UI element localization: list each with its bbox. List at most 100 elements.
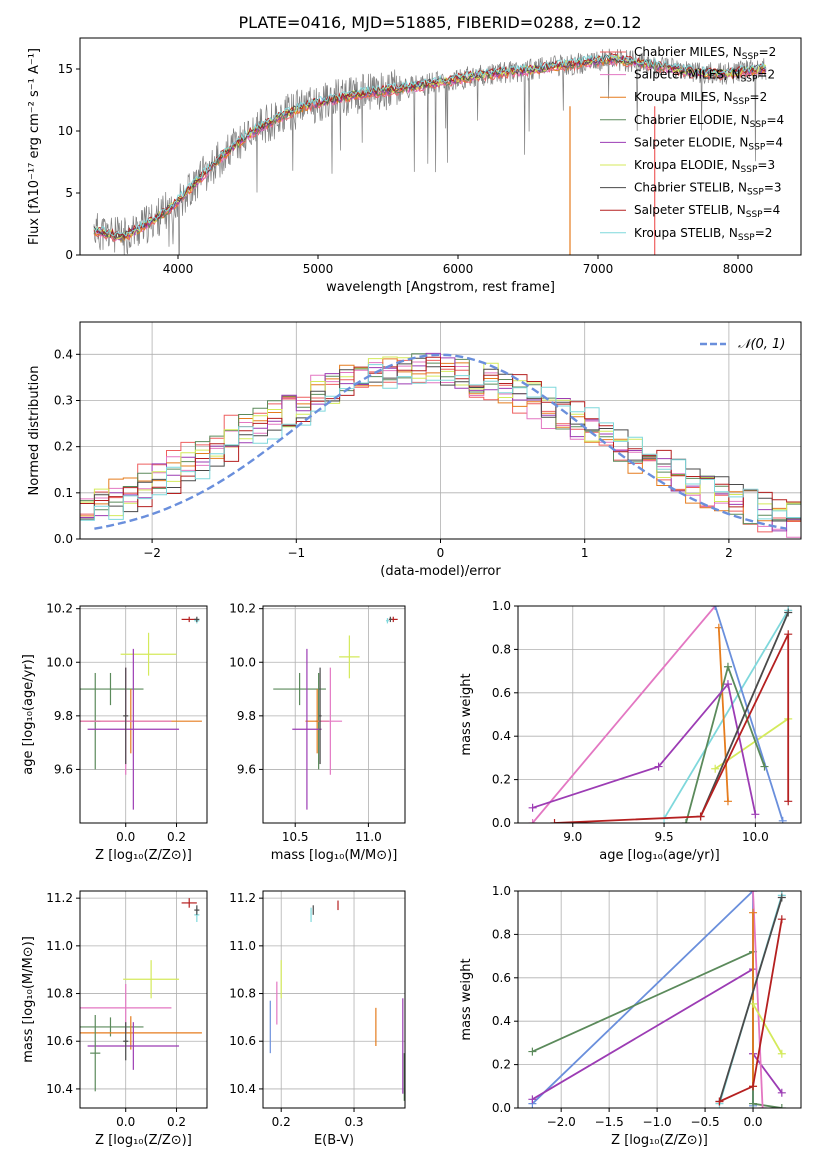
legend-label: Kroupa STELIB, NSSP=2: [634, 226, 772, 243]
panel-mass_weight_vs_Z: [518, 890, 801, 1109]
axes-frame: [79, 890, 208, 1109]
x-tick-label: 0.3: [344, 1115, 363, 1129]
axes-residual_histogram: −2 −1 0 1 2 0.0 0.1 0.2 0.3 0.4 (data-model)/error…: [27, 321, 802, 579]
y-tick-label: 9.8: [54, 709, 73, 723]
plot-area-mass_weight_vs_age: [528, 606, 793, 823]
y-tick-label: 11.0: [46, 939, 73, 953]
plot-area-residual_histogram: [80, 352, 801, 538]
y-tick-label: 10.2: [46, 602, 73, 616]
plot-area-spectrum: [93, 48, 767, 255]
normal-curve: [94, 353, 787, 530]
y-tick-label: 0.0: [54, 532, 73, 546]
y-tick-label: 11.2: [46, 891, 73, 905]
weight-marker: [749, 1082, 758, 1091]
histogram-series: [80, 356, 801, 508]
axes-spectrum: 4000 5000 6000 7000 8000 0 5 10 15 wavelength [An…: [27, 37, 802, 295]
weight-marker: [777, 915, 786, 924]
x-tick-label: 0.2: [272, 1115, 291, 1129]
y-tick-label: 10.0: [229, 655, 256, 669]
weight-marker: [777, 1088, 786, 1097]
weight-series: [714, 606, 784, 822]
x-axis-label: Z [log₁₀(Z/Z⊙)]: [611, 1133, 708, 1148]
weight-marker: [528, 1047, 537, 1056]
weight-marker: [696, 812, 705, 821]
axes-frame: [79, 605, 208, 824]
weight-marker: [777, 1049, 786, 1058]
panel-age_vs_mass: [263, 606, 405, 823]
axes-mass_vs_Z: 0.0 0.2 10.4 10.6 10.8 11.0 11.2 Z [log₁₀(Z/Z⊙)…: [21, 890, 208, 1148]
y-tick-label: 9.6: [54, 762, 73, 776]
weight-marker: [528, 819, 537, 823]
histogram-series: [80, 364, 801, 521]
legend-label: Chabrier STELIB, NSSP=3: [634, 181, 782, 198]
y-tick-label: 11.2: [229, 891, 256, 905]
weight-series: [752, 1003, 783, 1055]
y-tick-label: 10.4: [46, 1082, 73, 1096]
y-tick-label: 0.8: [492, 642, 511, 656]
errorbar-point: [90, 1015, 101, 1092]
y-tick-label: 0: [65, 248, 73, 262]
x-tick-label: 9.5: [655, 830, 674, 844]
y-tick-label: 0.6: [492, 971, 511, 985]
weight-marker: [784, 608, 793, 617]
y-tick-label: 11.0: [229, 939, 256, 953]
x-axis-label: (data-model)/error: [380, 564, 501, 579]
weight-marker: [681, 819, 690, 823]
panel-mass_vs_ebv: [263, 891, 405, 1108]
plot-area-age_vs_Z: [80, 616, 202, 810]
errorbar-point: [385, 618, 389, 624]
x-tick-label: 9.0: [563, 830, 582, 844]
y-tick-label: 0.2: [492, 1058, 511, 1072]
errorbar-point: [318, 667, 322, 765]
weight-marker: [777, 893, 786, 902]
weight-series: [531, 606, 716, 823]
x-tick-label: 10.0: [742, 830, 769, 844]
x-tick-label: 0.0: [743, 1115, 762, 1129]
x-tick-label: 0: [437, 546, 445, 560]
x-tick-label: 0.2: [167, 1115, 186, 1129]
y-tick-label: 10.6: [46, 1034, 73, 1048]
y-tick-label: 5: [65, 186, 73, 200]
weight-marker: [749, 999, 758, 1008]
x-axis-label: mass [log₁₀(M/M⊙)]: [271, 848, 398, 863]
y-tick-label: 0.4: [54, 347, 73, 361]
weight-marker: [749, 908, 758, 917]
y-tick-label: 0.4: [492, 729, 511, 743]
weight-marker: [760, 762, 769, 771]
observed-spectrum: [93, 48, 767, 255]
y-tick-label: 10: [58, 124, 73, 138]
weight-marker: [784, 797, 793, 806]
weight-marker: [778, 816, 787, 823]
axes-frame: [262, 605, 406, 824]
errorbar-point: [123, 960, 180, 999]
x-tick-label: 0.0: [116, 1115, 135, 1129]
errorbar-point: [87, 1022, 180, 1070]
errorbar-point: [123, 667, 129, 765]
legend-label: Salpeter STELIB, NSSP=4: [634, 203, 780, 220]
x-tick-label: 4000: [163, 262, 194, 276]
errorbar-point: [292, 648, 322, 810]
y-tick-label: 10.0: [46, 655, 73, 669]
x-tick-label: 1: [581, 546, 589, 560]
y-tick-label: 0.2: [492, 773, 511, 787]
errorbar-point: [87, 648, 180, 810]
spectrum-legend: Chabrier MILES, NSSP=2 Salpeter MILES, NS…: [600, 45, 784, 243]
x-tick-label: −0.5: [690, 1115, 719, 1129]
legend-label: 𝒩(0, 1): [738, 337, 785, 352]
x-axis-label: Z [log₁₀(Z/Z⊙)]: [95, 848, 192, 863]
errorbar-point: [388, 616, 392, 623]
plot-area-mass_vs_Z: [80, 898, 202, 1092]
y-axis-label: mass [log₁₀(M/M⊙)]: [21, 936, 36, 1063]
y-tick-label: 9.6: [237, 762, 256, 776]
x-tick-label: 8000: [723, 262, 754, 276]
x-tick-label: −2: [143, 546, 161, 560]
legend-label: Salpeter MILES, NSSP=2: [634, 68, 775, 85]
axes-frame: [517, 890, 802, 1109]
y-tick-label: 1.0: [492, 884, 511, 898]
axes-mass_weight_vs_Z: −2.0 −1.5 −1.0 −0.5 0.0 0.0 0.2 0.4 0.6 0.8 1.0 Z […: [459, 884, 802, 1148]
x-tick-label: −1.0: [643, 1115, 672, 1129]
panel-age_vs_Z: [80, 606, 207, 823]
x-axis-label: Z [log₁₀(Z/Z⊙)]: [95, 1133, 192, 1148]
errorbar-point: [194, 616, 200, 623]
legend-label: Kroupa ELODIE, NSSP=3: [634, 158, 775, 175]
